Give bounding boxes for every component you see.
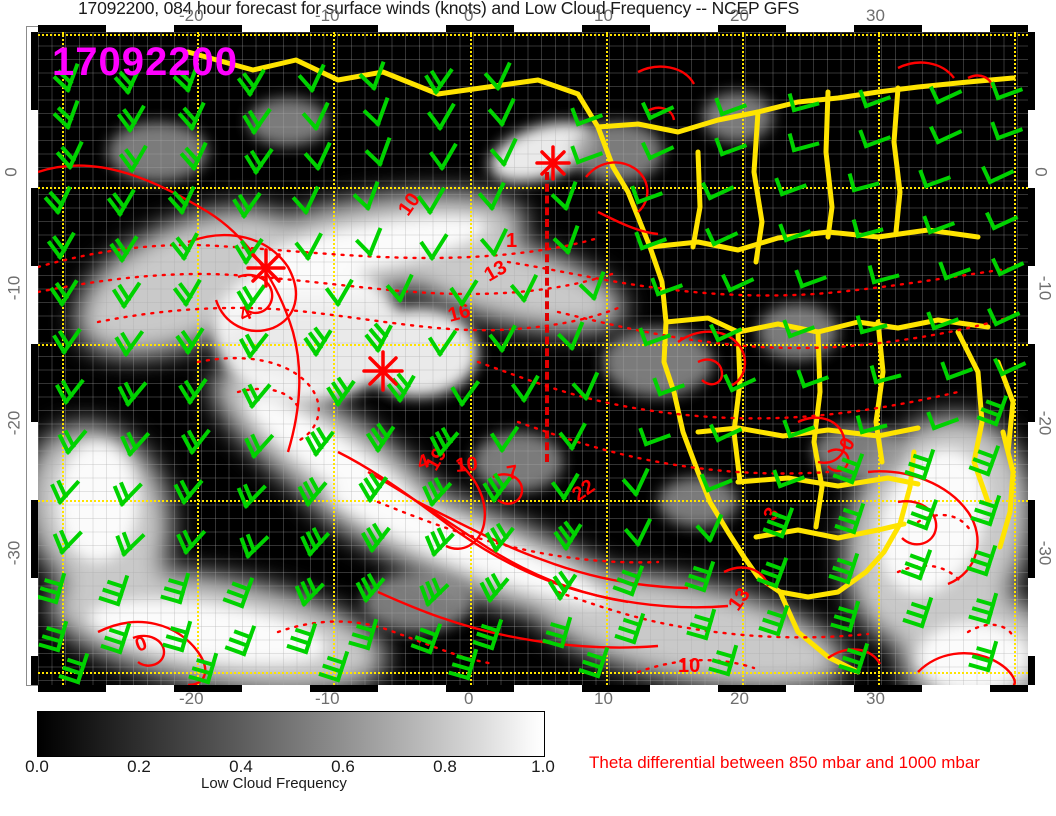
x-tick-label-top-1: -10 bbox=[315, 6, 340, 25]
contour-label-10c: 10 bbox=[678, 655, 700, 677]
colorbar-tick-3: 0.6 bbox=[331, 757, 355, 776]
graticule-lat-m36 bbox=[38, 672, 1028, 674]
red-dashed-meridian bbox=[545, 172, 549, 462]
theta-contour-layer: 4 10 13 16 19 22 4 10 7 1 0 10 3 13 0 bbox=[38, 61, 1016, 685]
graticule-lon-m20 bbox=[197, 32, 199, 685]
marker-layer bbox=[246, 145, 571, 392]
x-tick-label-bottom-4: 20 bbox=[730, 689, 749, 708]
contour-label-1: 1 bbox=[506, 230, 517, 252]
y-tick-label-right-0: 0 bbox=[1031, 167, 1051, 177]
map-plot-area[interactable]: 4 10 13 16 19 22 4 10 7 1 0 10 3 13 0 bbox=[38, 32, 1028, 685]
graticule-lat-m30 bbox=[38, 500, 1028, 502]
x-tick-label-bottom-5: 30 bbox=[866, 689, 885, 708]
graticule-lon-0 bbox=[470, 32, 472, 685]
page-title: 17092200, 084 hour forecast for surface … bbox=[78, 0, 800, 18]
y-tick-label-left-2: -20 bbox=[4, 410, 24, 436]
x-tick-label-bottom-1: -10 bbox=[315, 689, 340, 708]
x-tick-label-bottom-0: -20 bbox=[179, 689, 204, 708]
coastline-and-borders-layer bbox=[185, 49, 1016, 675]
colorbar-tick-0: 0.0 bbox=[25, 757, 49, 776]
colorbar-tick-2: 0.4 bbox=[229, 757, 253, 776]
graticule-lon-right-edge bbox=[1014, 32, 1016, 685]
y-tick-label-left-0: 0 bbox=[1, 167, 21, 177]
asterisk-marker-3 bbox=[362, 350, 404, 392]
x-tick-label-top-2: 0 bbox=[464, 6, 474, 25]
colorbar-tick-4: 0.8 bbox=[433, 757, 457, 776]
graticule-lat-m10 bbox=[38, 187, 1028, 189]
graticule-lat-0 bbox=[38, 34, 1028, 36]
y-tick-label-left-3: -30 bbox=[4, 540, 24, 566]
contour-label-10b: 10 bbox=[455, 453, 479, 477]
y-tick-label-right-2: -20 bbox=[1035, 410, 1055, 436]
forecast-timestamp-overlay: 17092200 bbox=[52, 40, 238, 84]
colorbar-tick-5: 1.0 bbox=[531, 757, 555, 776]
theta-differential-caption: Theta differential between 850 mbar and … bbox=[589, 753, 980, 772]
x-tick-label-top-4: 20 bbox=[730, 6, 749, 25]
colorbar-wrap bbox=[37, 711, 545, 757]
y-tick-label-left-1: -10 bbox=[4, 275, 24, 301]
x-axis-ticks-top bbox=[38, 25, 1028, 32]
colorbar-tick-1: 0.2 bbox=[127, 757, 151, 776]
graticule-lon-left-edge bbox=[62, 32, 64, 685]
x-tick-label-top-5: 30 bbox=[866, 6, 885, 25]
y-axis-ticks-left bbox=[31, 32, 38, 685]
x-tick-label-bottom-2: 0 bbox=[464, 689, 474, 708]
graticule-lon-10 bbox=[606, 32, 608, 685]
graticule-lat-m20 bbox=[38, 344, 1028, 346]
x-axis-ticks-bottom bbox=[38, 685, 1028, 692]
asterisk-marker-2 bbox=[246, 248, 286, 288]
x-tick-label-top-0: -20 bbox=[179, 6, 204, 25]
colorbar-label: Low Cloud Frequency bbox=[201, 775, 347, 792]
y-axis-ticks-right bbox=[1028, 32, 1035, 685]
low-cloud-frequency-colorbar bbox=[37, 711, 545, 757]
graticule-lon-20 bbox=[742, 32, 744, 685]
y-tick-label-right-3: -30 bbox=[1035, 540, 1055, 566]
x-tick-label-top-3: 10 bbox=[594, 6, 613, 25]
graticule-lon-30 bbox=[878, 32, 880, 685]
asterisk-marker-1 bbox=[535, 145, 571, 181]
x-tick-label-bottom-3: 10 bbox=[594, 689, 613, 708]
y-tick-label-right-1: -10 bbox=[1035, 275, 1055, 301]
graticule-lon-m10 bbox=[333, 32, 335, 685]
